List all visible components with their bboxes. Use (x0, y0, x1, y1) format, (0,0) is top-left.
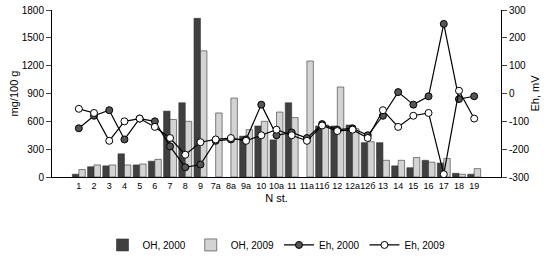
svg-text:Eh, 2009: Eh, 2009 (404, 240, 444, 251)
svg-text:Eh, mV: Eh, mV (529, 75, 541, 112)
svg-text:mg/100 g: mg/100 g (8, 71, 20, 117)
svg-text:12: 12 (332, 181, 342, 191)
svg-text:200: 200 (509, 32, 526, 43)
svg-text:-100: -100 (509, 116, 529, 127)
svg-text:11a: 11a (300, 181, 314, 191)
svg-text:-200: -200 (509, 144, 529, 155)
svg-text:OH, 2000: OH, 2000 (143, 240, 186, 251)
svg-text:1500: 1500 (22, 32, 45, 43)
svg-text:7: 7 (168, 181, 173, 191)
svg-text:10: 10 (256, 181, 266, 191)
svg-text:15: 15 (408, 181, 418, 191)
svg-text:8: 8 (183, 181, 188, 191)
svg-text:8a: 8a (226, 181, 236, 191)
svg-text:3: 3 (107, 181, 112, 191)
svg-text:6: 6 (152, 181, 157, 191)
svg-text:100: 100 (509, 60, 526, 71)
svg-text:Eh, 2000: Eh, 2000 (319, 240, 359, 251)
svg-text:9: 9 (198, 181, 203, 191)
svg-text:16: 16 (424, 181, 434, 191)
svg-text:OH, 2009: OH, 2009 (231, 240, 274, 251)
svg-text:N st.: N st. (265, 192, 288, 204)
svg-text:14: 14 (393, 181, 403, 191)
svg-text:300: 300 (509, 5, 526, 16)
svg-text:2: 2 (92, 181, 97, 191)
svg-text:0: 0 (38, 172, 44, 183)
svg-text:9a: 9a (241, 181, 251, 191)
svg-text:19: 19 (469, 181, 479, 191)
svg-text:11: 11 (287, 181, 296, 191)
svg-text:18: 18 (454, 181, 464, 191)
svg-text:12б: 12б (360, 181, 375, 191)
svg-text:600: 600 (27, 116, 44, 127)
svg-text:1800: 1800 (22, 5, 45, 16)
svg-text:1200: 1200 (22, 60, 45, 71)
svg-text:12a: 12a (345, 181, 360, 191)
svg-text:5: 5 (137, 181, 142, 191)
svg-text:900: 900 (27, 88, 44, 99)
svg-text:-300: -300 (509, 172, 529, 183)
svg-text:10a: 10a (269, 181, 284, 191)
svg-text:17: 17 (439, 181, 449, 191)
svg-text:1: 1 (76, 181, 81, 191)
svg-text:7a: 7a (211, 181, 221, 191)
svg-text:0: 0 (509, 88, 515, 99)
svg-text:11б: 11б (315, 181, 330, 191)
svg-text:300: 300 (27, 144, 44, 155)
svg-text:4: 4 (122, 181, 127, 191)
svg-text:13: 13 (378, 181, 388, 191)
